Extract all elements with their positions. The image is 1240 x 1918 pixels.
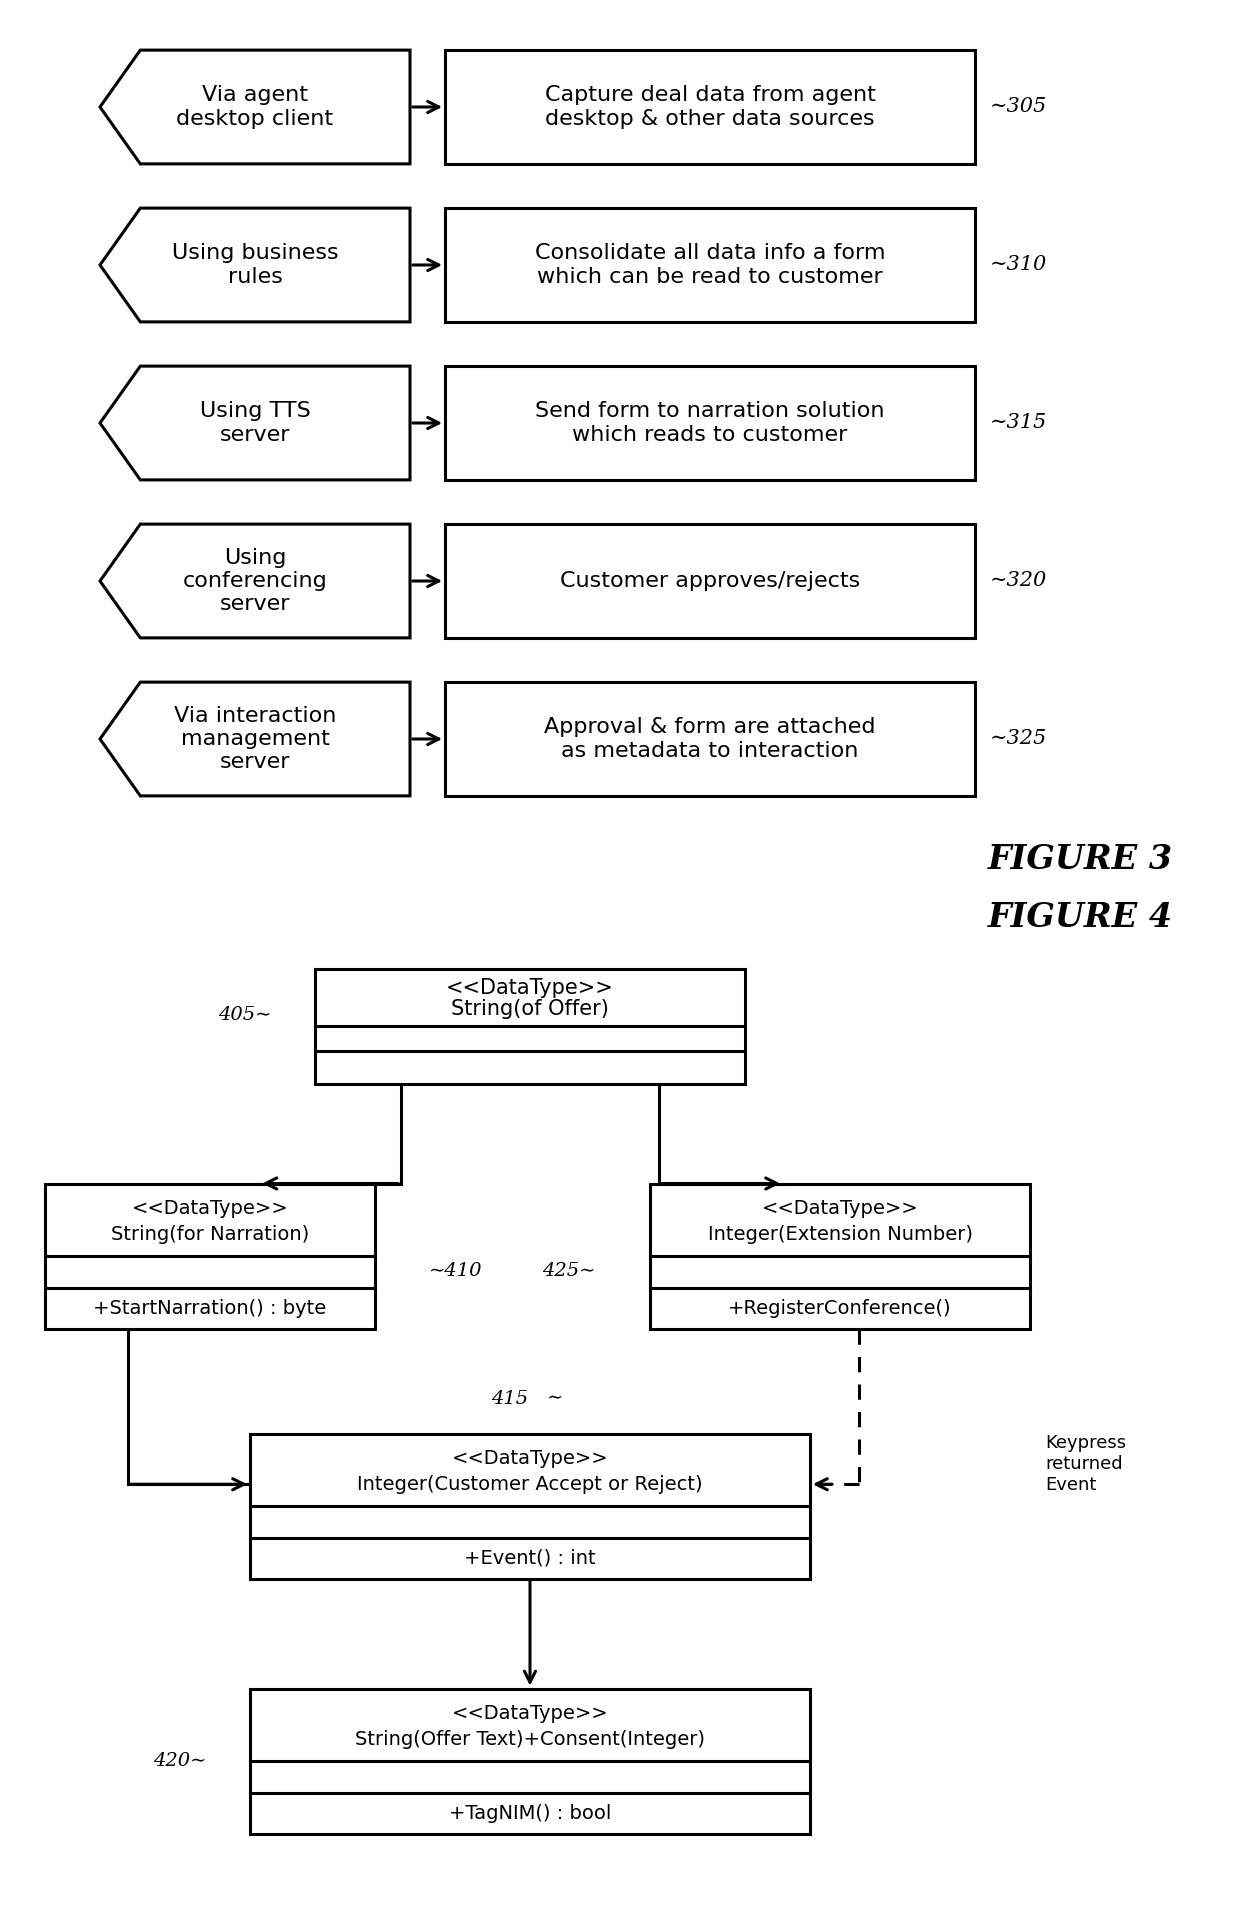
Text: ∼410: ∼410	[429, 1262, 482, 1279]
Text: FIGURE 3: FIGURE 3	[987, 844, 1173, 877]
Text: +StartNarration() : byte: +StartNarration() : byte	[93, 1298, 326, 1318]
Text: <<DataType>>: <<DataType>>	[131, 1199, 289, 1218]
Text: ∼305: ∼305	[990, 98, 1048, 117]
Text: Via interaction
management
server: Via interaction management server	[174, 706, 336, 773]
Text: String(of Offer): String(of Offer)	[451, 999, 609, 1018]
Text: <<DataType>>: <<DataType>>	[761, 1199, 919, 1218]
Bar	[250, 1433, 810, 1579]
Text: String(Offer Text)+Consent(Integer): String(Offer Text)+Consent(Integer)	[355, 1730, 706, 1749]
Text: ∼325: ∼325	[990, 729, 1048, 748]
Text: ∼315: ∼315	[990, 414, 1048, 432]
Text: Integer(Extension Number): Integer(Extension Number)	[708, 1226, 972, 1243]
Bar	[445, 524, 975, 639]
Text: Capture deal data from agent
desktop & other data sources: Capture deal data from agent desktop & o…	[544, 86, 875, 129]
Text: <<DataType>>: <<DataType>>	[451, 1703, 609, 1722]
Text: FIGURE 4: FIGURE 4	[987, 901, 1173, 934]
Bar	[650, 1183, 1030, 1329]
Bar	[315, 969, 745, 1084]
Text: 405∼: 405∼	[218, 1005, 272, 1024]
Text: Using TTS
server: Using TTS server	[200, 401, 310, 445]
Text: 420∼: 420∼	[154, 1751, 207, 1770]
Text: +TagNIM() : bool: +TagNIM() : bool	[449, 1803, 611, 1822]
Text: Using
conferencing
server: Using conferencing server	[182, 549, 327, 614]
Text: <<DataType>>: <<DataType>>	[446, 978, 614, 997]
Text: ∼320: ∼320	[990, 572, 1048, 591]
Text: String(for Narration): String(for Narration)	[110, 1226, 309, 1243]
Bar	[445, 683, 975, 796]
Bar	[45, 1183, 374, 1329]
Text: 425∼: 425∼	[543, 1262, 596, 1279]
Text: Consolidate all data info a form
which can be read to customer: Consolidate all data info a form which c…	[534, 244, 885, 286]
Bar	[445, 366, 975, 480]
Bar	[250, 1688, 810, 1834]
Text: ∼: ∼	[547, 1389, 563, 1408]
Text: 415: 415	[491, 1389, 528, 1408]
Text: +RegisterConference(): +RegisterConference()	[728, 1298, 952, 1318]
Text: <<DataType>>: <<DataType>>	[451, 1448, 609, 1467]
Bar	[445, 209, 975, 322]
Text: Send form to narration solution
which reads to customer: Send form to narration solution which re…	[536, 401, 885, 445]
Text: ∼310: ∼310	[990, 255, 1048, 274]
Text: Via agent
desktop client: Via agent desktop client	[176, 86, 334, 129]
Text: Approval & form are attached
as metadata to interaction: Approval & form are attached as metadata…	[544, 717, 875, 761]
Text: Using business
rules: Using business rules	[171, 244, 339, 286]
Bar	[445, 50, 975, 163]
Text: Integer(Customer Accept or Reject): Integer(Customer Accept or Reject)	[357, 1475, 703, 1494]
Text: +Event() : int: +Event() : int	[464, 1548, 595, 1567]
Text: Customer approves/rejects: Customer approves/rejects	[560, 572, 861, 591]
Text: Keypress
returned
Event: Keypress returned Event	[1045, 1435, 1126, 1494]
